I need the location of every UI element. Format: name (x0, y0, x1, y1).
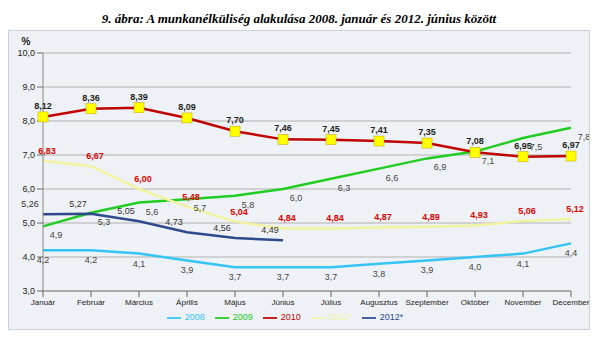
svg-text:December: December (553, 298, 589, 307)
svg-text:7,46: 7,46 (274, 123, 292, 133)
svg-text:6,67: 6,67 (86, 151, 104, 161)
svg-text:7,35: 7,35 (418, 127, 436, 137)
html-text:2010: 2010 (280, 312, 301, 323)
svg-text:6,6: 6,6 (386, 173, 399, 183)
html-text:2009: 2009 (232, 312, 253, 323)
svg-text:6,83: 6,83 (38, 146, 56, 156)
svg-text:5,3: 5,3 (98, 217, 111, 227)
svg-text:4,2: 4,2 (85, 255, 98, 265)
svg-text:7,41: 7,41 (370, 125, 388, 135)
svg-text:5,6: 5,6 (146, 207, 159, 217)
svg-text:Szeptember: Szeptember (405, 298, 448, 307)
svg-text:4,73: 4,73 (165, 217, 183, 227)
svg-text:8,36: 8,36 (82, 93, 100, 103)
svg-text:6,9: 6,9 (434, 162, 447, 172)
svg-text:Május: Május (224, 298, 245, 307)
svg-text:6,97: 6,97 (562, 140, 580, 150)
svg-text:5,0: 5,0 (22, 218, 35, 228)
svg-text:4,0: 4,0 (22, 252, 35, 262)
svg-text:6,3: 6,3 (338, 183, 351, 193)
svg-text:Február: Február (77, 298, 105, 307)
svg-text:8,12: 8,12 (34, 101, 52, 111)
svg-text:3,0: 3,0 (22, 286, 35, 296)
svg-text:3,7: 3,7 (229, 272, 242, 282)
svg-text:4,1: 4,1 (517, 259, 530, 269)
svg-text:7,45: 7,45 (322, 124, 340, 134)
svg-text:5,26: 5,26 (21, 199, 39, 209)
svg-text:5,8: 5,8 (241, 199, 255, 210)
svg-text:6,00: 6,00 (134, 174, 152, 184)
svg-text:8,09: 8,09 (178, 102, 196, 112)
svg-text:Július: Július (321, 298, 341, 307)
svg-text:4,49: 4,49 (261, 225, 279, 235)
svg-text:Január: Január (31, 298, 56, 307)
svg-text:5,05: 5,05 (117, 206, 135, 216)
svg-text:5,06: 5,06 (518, 206, 536, 216)
svg-text:9,0: 9,0 (22, 82, 35, 92)
svg-text:November: November (505, 298, 542, 307)
svg-text:4,84: 4,84 (278, 213, 296, 223)
svg-text:3,9: 3,9 (421, 265, 434, 275)
svg-text:3,9: 3,9 (181, 265, 194, 275)
svg-text:Június: Június (271, 298, 294, 307)
svg-text:4,89: 4,89 (422, 212, 440, 222)
svg-text:4,4: 4,4 (565, 248, 578, 258)
svg-text:7,5: 7,5 (529, 142, 543, 152)
html-text:2008: 2008 (184, 312, 205, 323)
svg-text:6,0: 6,0 (290, 193, 303, 203)
svg-text:4,9: 4,9 (50, 230, 63, 240)
svg-text:7,08: 7,08 (466, 136, 484, 146)
html-text:2011*: 2011* (328, 312, 352, 323)
svg-text:5,48: 5,48 (182, 192, 200, 202)
html-text:2012*: 2012* (379, 312, 404, 323)
svg-text:Március: Március (125, 298, 153, 307)
svg-text:5,27: 5,27 (69, 199, 87, 209)
svg-text:3,7: 3,7 (277, 272, 290, 282)
svg-text:6,0: 6,0 (22, 184, 35, 194)
svg-text:Október: Október (461, 298, 490, 307)
svg-text:4,84: 4,84 (326, 213, 344, 223)
svg-text:5,04: 5,04 (230, 207, 248, 217)
svg-text:7,1: 7,1 (482, 156, 495, 166)
svg-text:6,95: 6,95 (514, 141, 532, 151)
svg-text:10,0: 10,0 (17, 48, 35, 58)
svg-text:Április: Április (176, 298, 198, 307)
svg-text:3,8: 3,8 (373, 269, 386, 279)
svg-text:5,12: 5,12 (566, 204, 584, 214)
svg-text:4,1: 4,1 (133, 259, 146, 269)
html-text:9. ábra: A munkanélküliség ala: 9. ábra: A munkanélküliség alakulása 200… (101, 11, 497, 26)
svg-text:5,7: 5,7 (194, 203, 207, 213)
svg-text:8,39: 8,39 (130, 92, 148, 102)
svg-text:4,56: 4,56 (213, 223, 231, 233)
svg-text:4,87: 4,87 (374, 212, 392, 222)
svg-text:7,0: 7,0 (22, 150, 35, 160)
svg-text:4,0: 4,0 (469, 262, 482, 272)
svg-text:3,7: 3,7 (325, 272, 338, 282)
svg-text:4,93: 4,93 (470, 210, 488, 220)
svg-text:Augusztus: Augusztus (360, 298, 397, 307)
svg-text:7,70: 7,70 (226, 115, 244, 125)
svg-text:%: % (22, 36, 31, 47)
svg-text:4,2: 4,2 (37, 255, 50, 265)
svg-text:8,0: 8,0 (22, 116, 35, 126)
